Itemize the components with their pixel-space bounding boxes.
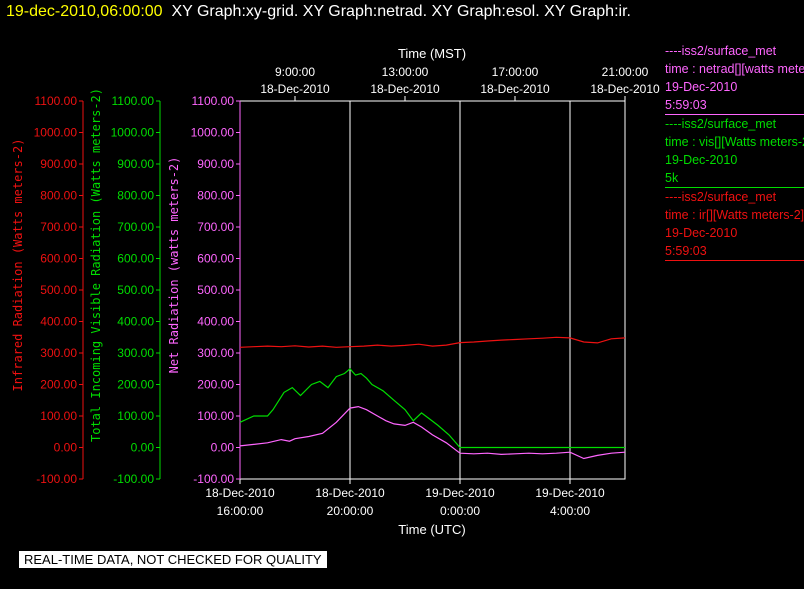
y-axis-label-netrad: Net Radiation (watts meters-2) <box>167 157 181 374</box>
y-tick-label-ir: 800.00 <box>40 189 77 203</box>
bottom-tick-label: 16:00:00 <box>217 504 264 518</box>
y-tick-label-ir: -100.00 <box>36 472 77 486</box>
legend-entry-line: ----iss2/surface_met <box>665 190 777 204</box>
y-tick-label-netrad: 1100.00 <box>192 94 235 108</box>
y-tick-label-netrad: 400.00 <box>197 315 234 329</box>
quality-note: REAL-TIME DATA, NOT CHECKED FOR QUALITY <box>19 551 327 568</box>
y-tick-label-vis: 600.00 <box>117 252 154 266</box>
top-tick-label: 18-Dec-2010 <box>370 82 440 96</box>
y-tick-label-netrad: 100.00 <box>197 409 234 423</box>
y-tick-label-netrad: 200.00 <box>197 378 234 392</box>
y-tick-label-vis: 0.00 <box>131 441 155 455</box>
y-tick-label-vis: 100.00 <box>117 409 154 423</box>
y-tick-label-vis: 200.00 <box>117 378 154 392</box>
y-tick-label-vis: 300.00 <box>117 346 154 360</box>
legend-entry-line: ----iss2/surface_met <box>665 44 777 58</box>
y-tick-label-ir: 300.00 <box>40 346 77 360</box>
bottom-tick-label: 4:00:00 <box>550 504 590 518</box>
legend-entry-line: time : vis[][Watts meters-2] <box>665 135 804 149</box>
y-tick-label-ir: 1100.00 <box>35 94 78 108</box>
y-tick-label-ir: 100.00 <box>40 409 77 423</box>
legend-entry-line: 19-Dec-2010 <box>665 226 738 240</box>
y-tick-label-ir: 600.00 <box>40 252 77 266</box>
header-graph-titles: XY Graph:xy-grid. XY Graph:netrad. XY Gr… <box>171 3 631 20</box>
y-tick-label-vis: 1000.00 <box>111 126 155 140</box>
top-tick-label: 13:00:00 <box>382 65 429 79</box>
y-tick-label-vis: 400.00 <box>117 315 154 329</box>
bottom-tick-label: 0:00:00 <box>440 504 480 518</box>
legend-entry-line: time : netrad[][watts meters-2] <box>665 62 804 76</box>
top-axis-label: Time (MST) <box>398 46 466 61</box>
bottom-tick-label: 19-Dec-2010 <box>425 486 495 500</box>
series-line-netrad <box>239 405 626 460</box>
y-tick-label-netrad: 0.00 <box>211 441 235 455</box>
y-tick-label-netrad: 600.00 <box>197 252 234 266</box>
y-tick-label-ir: 500.00 <box>40 283 77 297</box>
legend-entry-line: 5:59:03 <box>665 244 707 258</box>
y-tick-label-netrad: 1000.00 <box>191 126 235 140</box>
y-tick-label-ir: 200.00 <box>40 378 77 392</box>
y-tick-label-vis: 700.00 <box>117 220 154 234</box>
y-axis-label-vis: Total Incoming Visible Radiation (Watts … <box>89 88 103 442</box>
plot-frame <box>239 100 626 480</box>
top-tick-label: 9:00:00 <box>275 65 315 79</box>
top-tick-label: 18-Dec-2010 <box>480 82 550 96</box>
legend-entry-line: 19-Dec-2010 <box>665 80 738 94</box>
y-tick-label-netrad: 900.00 <box>197 157 234 171</box>
top-tick-label: 18-Dec-2010 <box>260 82 330 96</box>
y-tick-label-netrad: 700.00 <box>197 220 234 234</box>
bottom-tick-label: 18-Dec-2010 <box>315 486 385 500</box>
top-tick-label: 18-Dec-2010 <box>590 82 660 96</box>
header-datetime: 19-dec-2010,06:00:00 <box>6 3 163 20</box>
y-axis-label-ir: Infrared Radiation (Watts meters-2) <box>11 139 25 392</box>
y-tick-label-vis: 900.00 <box>117 157 154 171</box>
series-line-ir <box>239 336 626 348</box>
bottom-tick-label: 19-Dec-2010 <box>535 486 605 500</box>
y-tick-label-netrad: 300.00 <box>197 346 234 360</box>
legend-entry-line: 5:59:03 <box>665 98 707 112</box>
header-title-bar: 19-dec-2010,06:00:00 XY Graph:xy-grid. X… <box>6 3 631 21</box>
y-tick-label-vis: 500.00 <box>117 283 154 297</box>
legend-entry-line: 19-Dec-2010 <box>665 153 738 167</box>
y-tick-label-netrad: 800.00 <box>197 189 234 203</box>
top-tick-label: 21:00:00 <box>602 65 649 79</box>
y-tick-label-ir: 700.00 <box>40 220 77 234</box>
y-tick-label-vis: -100.00 <box>113 472 154 486</box>
y-tick-label-ir: 0.00 <box>54 441 78 455</box>
y-tick-label-netrad: 500.00 <box>197 283 234 297</box>
y-tick-label-netrad: -100.00 <box>193 472 234 486</box>
y-tick-label-ir: 1000.00 <box>34 126 78 140</box>
y-tick-label-vis: 800.00 <box>117 189 154 203</box>
y-tick-label-ir: 900.00 <box>40 157 77 171</box>
legend-entry-line: 5k <box>665 171 679 185</box>
top-tick-label: 17:00:00 <box>492 65 539 79</box>
bottom-axis-label: Time (UTC) <box>398 522 465 537</box>
y-tick-label-ir: 400.00 <box>40 315 77 329</box>
y-tick-label-vis: 1100.00 <box>112 94 155 108</box>
bottom-tick-label: 18-Dec-2010 <box>205 486 275 500</box>
series-line-vis <box>239 367 625 449</box>
legend-entry-line: ----iss2/surface_met <box>665 117 777 131</box>
legend-entry-line: time : ir[][Watts meters-2] <box>665 208 804 222</box>
bottom-tick-label: 20:00:00 <box>327 504 374 518</box>
